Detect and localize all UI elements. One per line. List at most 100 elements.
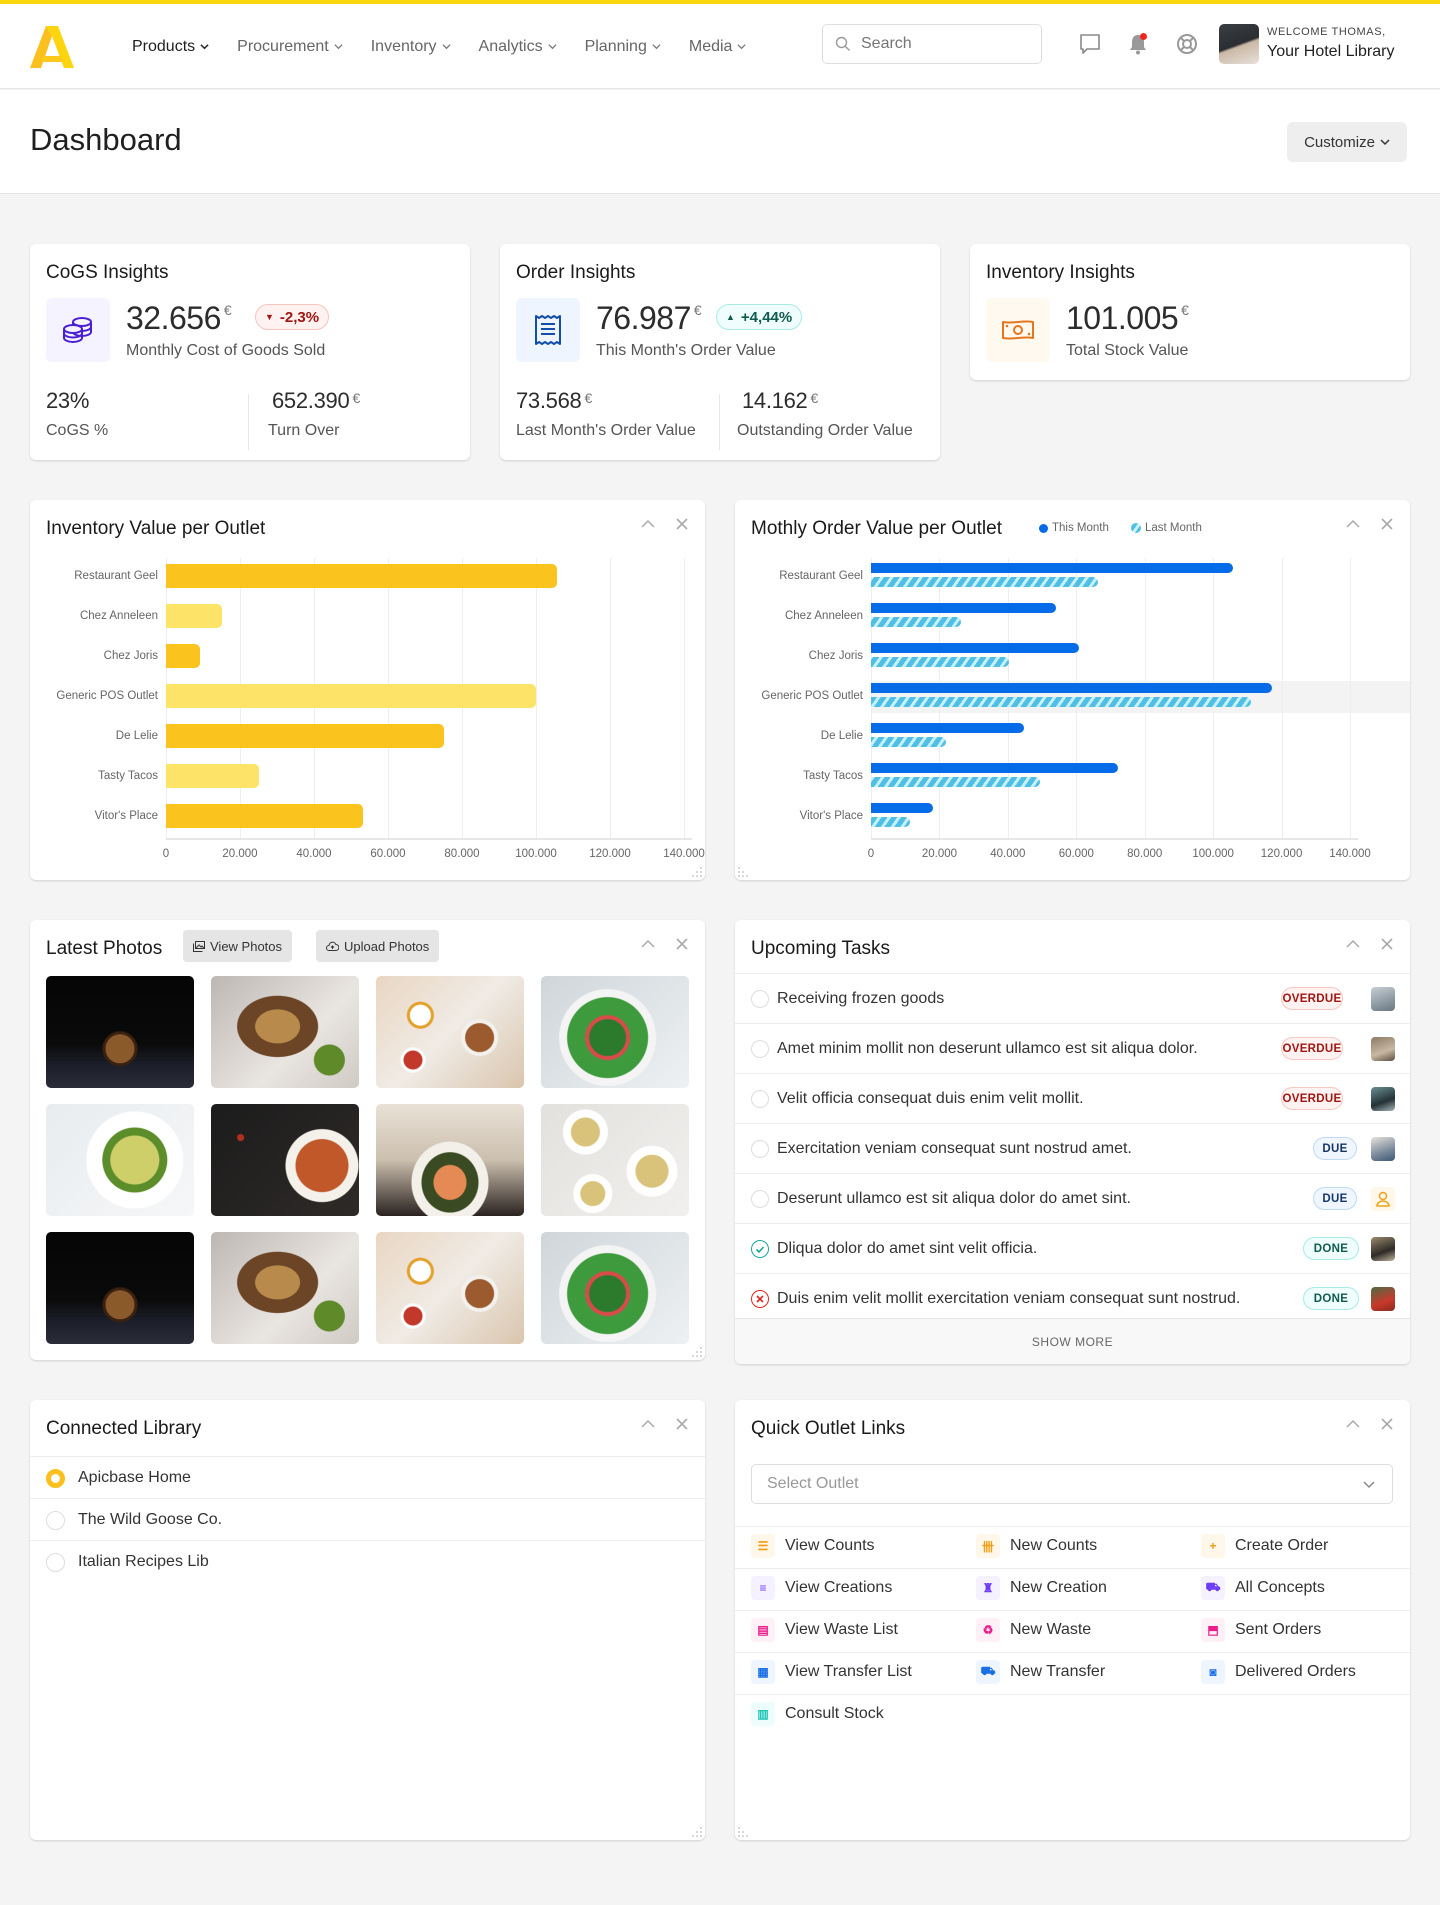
nav-analytics[interactable]: Analytics xyxy=(479,38,557,56)
bar-this-month[interactable] xyxy=(871,723,1024,733)
search-input[interactable] xyxy=(861,35,1031,53)
nav-inventory[interactable]: Inventory xyxy=(371,38,451,56)
photo-thumbnail-spaghetti-plates[interactable] xyxy=(541,1104,689,1216)
collapse-chevron-up-icon[interactable] xyxy=(1345,1416,1361,1432)
photo-thumbnail-curry-bowl[interactable] xyxy=(211,1104,359,1216)
bar-this-month[interactable] xyxy=(871,803,933,813)
quick-link-view-waste-list[interactable]: ▤ View Waste List xyxy=(751,1618,898,1642)
quick-link-delivered-orders[interactable]: ◙ Delivered Orders xyxy=(1201,1660,1356,1684)
bar-last-month[interactable] xyxy=(871,817,910,827)
library-item[interactable]: Apicbase Home xyxy=(30,1456,705,1498)
photo-thumbnail-brunch-table[interactable] xyxy=(376,976,524,1088)
assignee-avatar[interactable] xyxy=(1371,1036,1395,1061)
customize-button[interactable]: Customize xyxy=(1287,122,1407,162)
quick-link-view-creations[interactable]: ≡ View Creations xyxy=(751,1576,892,1600)
bar-last-month[interactable] xyxy=(871,777,1040,787)
bar-last-month[interactable] xyxy=(871,577,1099,587)
bar-this-month[interactable] xyxy=(871,603,1057,613)
assignee-avatar[interactable] xyxy=(1371,1136,1395,1161)
collapse-chevron-up-icon[interactable] xyxy=(1345,936,1361,952)
task-row[interactable]: Duis enim velit mollit exercitation veni… xyxy=(735,1273,1410,1323)
library-name[interactable]: Your Hotel Library xyxy=(1267,43,1395,60)
support-lifebuoy-icon[interactable] xyxy=(1175,32,1199,56)
bar-this-month[interactable] xyxy=(871,683,1273,693)
chat-icon[interactable] xyxy=(1078,32,1102,56)
task-checkbox[interactable] xyxy=(751,1189,769,1208)
bar[interactable] xyxy=(166,804,363,828)
quick-link-view-transfer-list[interactable]: ▦ View Transfer List xyxy=(751,1660,912,1684)
bar-last-month[interactable] xyxy=(871,737,946,747)
bar[interactable] xyxy=(166,764,259,788)
resize-handle-icon[interactable] xyxy=(691,1346,703,1358)
task-row[interactable]: Exercitation veniam consequat sunt nostr… xyxy=(735,1123,1410,1173)
resize-handle-icon[interactable] xyxy=(691,1826,703,1838)
library-item[interactable]: Italian Recipes Lib xyxy=(30,1540,705,1582)
bar-last-month[interactable] xyxy=(871,697,1252,707)
collapse-chevron-up-icon[interactable] xyxy=(1345,516,1361,532)
task-row[interactable]: Dliqua dolor do amet sint velit officia.… xyxy=(735,1223,1410,1273)
resize-handle-icon[interactable] xyxy=(737,866,749,878)
assignee-avatar[interactable] xyxy=(1371,1286,1395,1311)
bar-this-month[interactable] xyxy=(871,643,1080,653)
bell-icon[interactable] xyxy=(1126,32,1150,56)
library-item[interactable]: The Wild Goose Co. xyxy=(30,1498,705,1540)
photo-thumbnail-burger[interactable] xyxy=(46,976,194,1088)
photo-thumbnail-pasta-salad[interactable] xyxy=(46,1104,194,1216)
quick-link-new-creation[interactable]: ♜ New Creation xyxy=(976,1576,1107,1600)
view-photos-button[interactable]: View Photos xyxy=(183,930,293,962)
bar[interactable] xyxy=(166,724,444,748)
close-icon[interactable] xyxy=(1379,1416,1395,1432)
quick-link-sent-orders[interactable]: ⬒ Sent Orders xyxy=(1201,1618,1321,1642)
bar-last-month[interactable] xyxy=(871,617,961,627)
photo-thumbnail-grilled-pork[interactable] xyxy=(211,1232,359,1344)
quick-link-all-concepts[interactable]: ⛟ All Concepts xyxy=(1201,1576,1325,1600)
task-row[interactable]: Deserunt ullamco est sit aliqua dolor do… xyxy=(735,1173,1410,1223)
bar-this-month[interactable] xyxy=(871,763,1119,773)
photo-thumbnail-salad-bowl[interactable] xyxy=(541,1232,689,1344)
task-row[interactable]: Velit officia consequat duis enim velit … xyxy=(735,1073,1410,1123)
bar[interactable] xyxy=(166,604,222,628)
collapse-chevron-up-icon[interactable] xyxy=(640,516,656,532)
resize-handle-icon[interactable] xyxy=(737,1826,749,1838)
search-box[interactable] xyxy=(822,24,1042,64)
bar[interactable] xyxy=(166,684,536,708)
library-radio[interactable] xyxy=(46,1511,65,1530)
photo-thumbnail-brunch-table[interactable] xyxy=(376,1232,524,1344)
upload-photos-button[interactable]: Upload Photos xyxy=(316,930,440,962)
photo-thumbnail-grilled-pork[interactable] xyxy=(211,976,359,1088)
close-icon[interactable] xyxy=(1379,936,1395,952)
task-checkbox[interactable] xyxy=(751,1039,769,1058)
quick-link-new-counts[interactable]: 卌 New Counts xyxy=(976,1534,1097,1558)
select-outlet-dropdown[interactable]: Select Outlet xyxy=(751,1464,1393,1504)
quick-link-new-waste[interactable]: ♻ New Waste xyxy=(976,1618,1091,1642)
assignee-avatar[interactable] xyxy=(1371,986,1395,1011)
bar[interactable] xyxy=(166,564,557,588)
bar-this-month[interactable] xyxy=(871,563,1233,573)
nav-planning[interactable]: Planning xyxy=(585,38,661,56)
nav-products[interactable]: Products xyxy=(132,38,209,56)
photo-thumbnail-salad-bowl[interactable] xyxy=(541,976,689,1088)
close-icon[interactable] xyxy=(1379,516,1395,532)
photo-thumbnail-burger[interactable] xyxy=(46,1232,194,1344)
task-checkbox[interactable] xyxy=(751,1139,769,1158)
quick-link-new-transfer[interactable]: ⛟ New Transfer xyxy=(976,1660,1105,1684)
user-placeholder-icon[interactable] xyxy=(1371,1186,1395,1211)
nav-media[interactable]: Media xyxy=(689,38,747,56)
bar-last-month[interactable] xyxy=(871,657,1010,667)
apicbase-logo[interactable] xyxy=(30,26,74,68)
check-circle-icon[interactable] xyxy=(751,1239,769,1258)
quick-link-consult-stock[interactable]: ▥ Consult Stock xyxy=(751,1702,884,1726)
show-more-button[interactable]: SHOW MORE xyxy=(735,1318,1410,1364)
close-icon[interactable] xyxy=(674,516,690,532)
user-avatar[interactable] xyxy=(1219,24,1259,64)
task-checkbox[interactable] xyxy=(751,989,769,1008)
nav-procurement[interactable]: Procurement xyxy=(237,38,343,56)
legend-last-month[interactable]: Last Month xyxy=(1131,522,1202,534)
task-checkbox[interactable] xyxy=(751,1089,769,1108)
assignee-avatar[interactable] xyxy=(1371,1086,1395,1111)
collapse-chevron-up-icon[interactable] xyxy=(640,936,656,952)
photo-thumbnail-salmon-plate[interactable] xyxy=(376,1104,524,1216)
quick-link-create-order[interactable]: + Create Order xyxy=(1201,1534,1328,1558)
library-radio[interactable] xyxy=(46,1553,65,1572)
library-radio[interactable] xyxy=(46,1469,65,1488)
